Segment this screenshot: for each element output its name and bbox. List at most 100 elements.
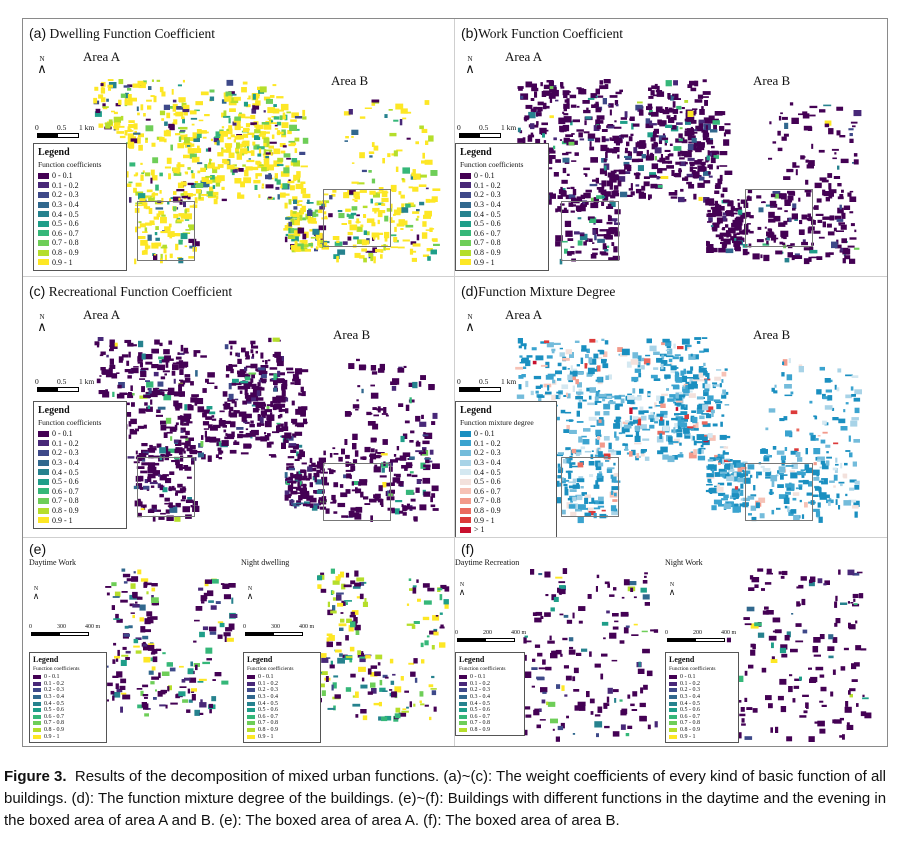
building-footprint (161, 214, 166, 217)
building-footprint (701, 106, 704, 110)
building-footprint (709, 164, 713, 170)
building-footprint (144, 479, 149, 484)
building-footprint (171, 460, 179, 463)
building-footprint (604, 249, 609, 252)
building-footprint (826, 451, 829, 454)
building-footprint (834, 622, 838, 627)
building-footprint (672, 101, 676, 108)
building-footprint (106, 592, 110, 596)
building-footprint (833, 485, 836, 488)
building-footprint (563, 103, 570, 109)
building-footprint (344, 192, 349, 194)
building-footprint (762, 243, 770, 246)
building-footprint (597, 349, 604, 352)
legend-row: 0.3 - 0.4 (38, 200, 122, 210)
building-footprint (835, 618, 841, 624)
building-footprint (381, 203, 386, 206)
building-footprint (814, 416, 818, 420)
building-footprint (744, 223, 749, 230)
building-footprint (183, 450, 186, 454)
building-footprint (728, 459, 733, 462)
building-footprint (425, 198, 430, 203)
building-footprint (210, 176, 217, 183)
building-footprint (847, 569, 855, 576)
building-footprint (277, 109, 284, 112)
building-footprint (597, 365, 601, 372)
building-footprint (798, 113, 805, 116)
building-footprint (133, 187, 137, 193)
building-footprint (724, 368, 728, 371)
building-footprint (547, 640, 555, 644)
building-footprint (795, 640, 804, 643)
building-footprint (417, 598, 421, 602)
building-footprint (648, 87, 652, 91)
building-footprint (547, 147, 554, 153)
legend-swatch (669, 688, 677, 693)
building-footprint (245, 428, 249, 431)
building-footprint (151, 601, 159, 606)
building-footprint (724, 464, 731, 470)
building-footprint (159, 447, 166, 454)
building-footprint (290, 491, 296, 495)
building-footprint (137, 361, 143, 364)
legend-row: 0.4 - 0.5 (247, 700, 317, 707)
building-footprint (96, 378, 101, 384)
building-footprint (609, 176, 617, 183)
building-footprint (276, 96, 284, 99)
building-footprint (135, 182, 142, 187)
building-footprint (366, 411, 372, 416)
building-footprint (293, 160, 300, 167)
building-footprint (138, 476, 141, 482)
building-footprint (392, 378, 400, 385)
building-footprint (319, 239, 323, 246)
building-footprint (593, 197, 599, 203)
building-footprint (137, 569, 142, 575)
building-footprint (127, 392, 132, 395)
building-footprint (316, 464, 324, 469)
building-footprint (816, 472, 819, 477)
legend-row: 0.5 - 0.6 (247, 707, 317, 714)
building-footprint (360, 709, 367, 714)
building-footprint (828, 128, 834, 135)
building-footprint (133, 132, 141, 135)
building-footprint (653, 378, 661, 381)
building-footprint (370, 515, 373, 522)
building-footprint (824, 405, 833, 410)
building-footprint (701, 164, 705, 171)
building-footprint (603, 411, 610, 416)
building-footprint (226, 129, 229, 131)
building-footprint (681, 417, 688, 422)
building-footprint (701, 421, 708, 425)
building-footprint (851, 679, 858, 682)
building-footprint (359, 190, 367, 193)
building-footprint (169, 198, 172, 202)
building-footprint (805, 159, 809, 163)
building-footprint (632, 691, 638, 697)
boxed-area-b (323, 189, 391, 247)
building-footprint (719, 126, 725, 131)
building-footprint (613, 480, 621, 483)
building-footprint (175, 459, 180, 466)
building-footprint (688, 452, 697, 459)
building-footprint (133, 571, 136, 574)
building-footprint (346, 473, 351, 479)
building-footprint (175, 447, 183, 453)
building-footprint (155, 509, 161, 512)
building-footprint (840, 462, 843, 469)
building-footprint (730, 473, 733, 476)
building-footprint (153, 254, 158, 261)
building-footprint (717, 453, 721, 458)
building-footprint (255, 350, 258, 354)
building-footprint (422, 254, 430, 257)
building-footprint (233, 441, 240, 445)
building-footprint (851, 417, 859, 421)
building-footprint (138, 193, 146, 200)
building-footprint (177, 162, 181, 168)
building-footprint (191, 458, 194, 465)
building-footprint (797, 457, 803, 462)
building-footprint (357, 239, 365, 245)
building-footprint (336, 641, 342, 646)
building-footprint (541, 91, 547, 97)
building-footprint (202, 661, 210, 665)
building-footprint (237, 385, 246, 390)
